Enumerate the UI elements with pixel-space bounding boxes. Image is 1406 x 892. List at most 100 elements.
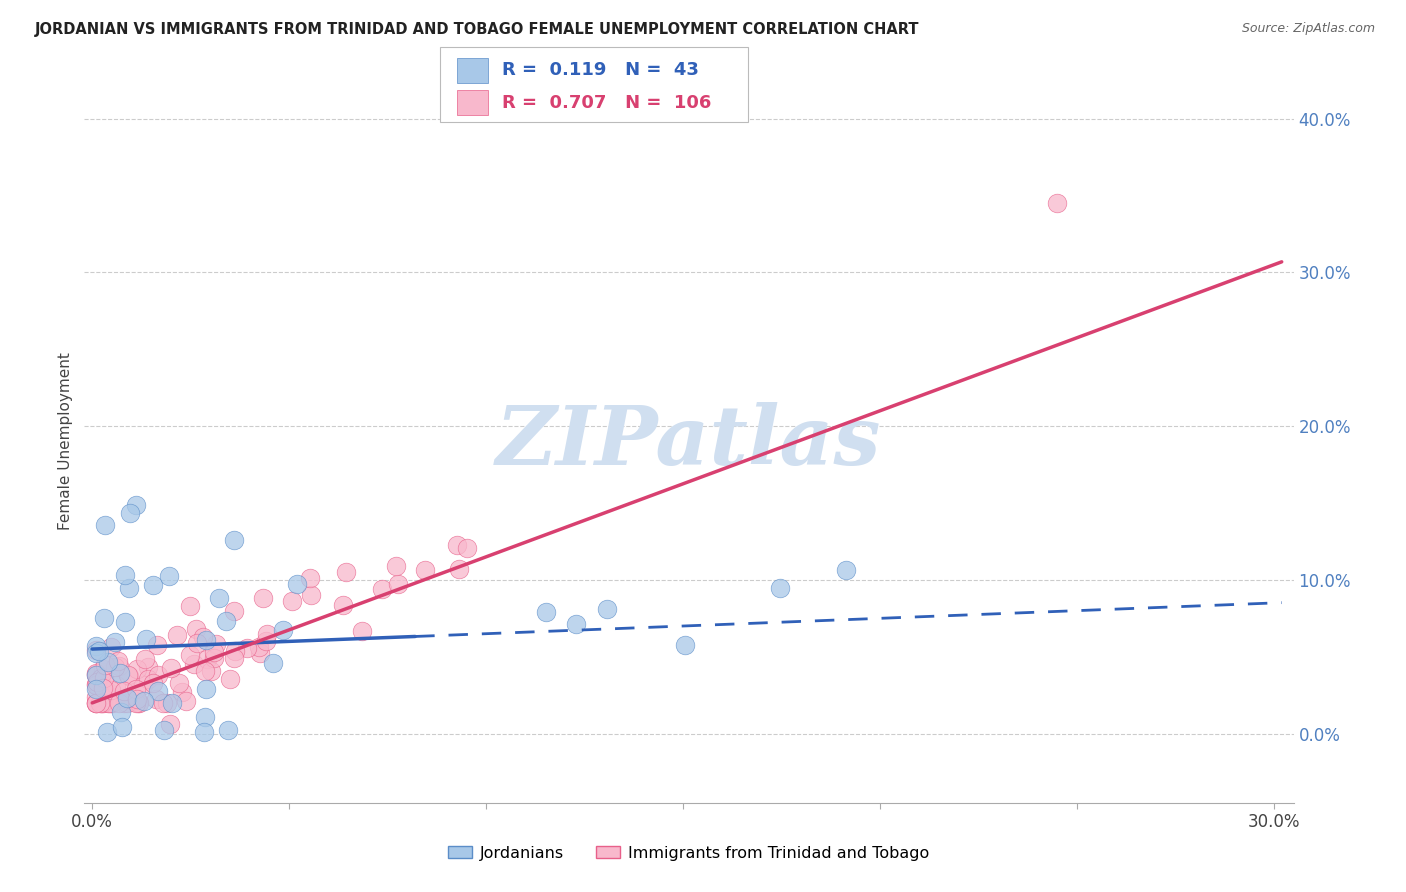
Point (186, 636, 208, 650)
Point (118, 669, 141, 683)
Point (157, 568, 180, 582)
Point (117, 690, 139, 705)
Point (114, 696, 136, 710)
Point (387, 577, 409, 591)
Point (93, 671, 115, 685)
Point (186, 623, 208, 637)
Point (128, 696, 150, 710)
Legend: Jordanians, Immigrants from Trinidad and Tobago: Jordanians, Immigrants from Trinidad and… (441, 839, 936, 867)
Point (84, 696, 107, 710)
Point (89, 696, 111, 710)
Point (84, 668, 107, 682)
Point (100, 683, 122, 698)
Point (214, 614, 236, 628)
Point (84, 682, 107, 697)
Point (298, 571, 321, 585)
Point (107, 696, 129, 710)
Point (271, 623, 294, 637)
Text: ZIPatlas: ZIPatlas (496, 401, 882, 482)
Point (84, 667, 107, 681)
Point (111, 720, 134, 734)
Point (456, 541, 478, 555)
Point (91, 662, 114, 676)
Point (534, 605, 557, 619)
Point (148, 668, 170, 682)
Point (84, 696, 107, 710)
Point (91, 681, 114, 695)
Point (159, 716, 181, 731)
Point (90, 696, 112, 710)
Point (565, 617, 588, 632)
Point (179, 648, 201, 663)
Point (194, 633, 217, 648)
Point (104, 659, 127, 673)
Point (90, 671, 112, 685)
Point (200, 664, 222, 678)
Point (84, 642, 107, 657)
Point (254, 634, 277, 648)
Point (127, 662, 149, 676)
Point (179, 599, 201, 613)
Point (108, 665, 131, 680)
Point (172, 685, 194, 699)
Point (84, 667, 107, 681)
Point (160, 661, 183, 675)
Point (136, 672, 159, 686)
Point (97, 655, 120, 669)
Point (145, 692, 167, 706)
Point (84, 690, 107, 705)
Point (769, 581, 792, 595)
Point (115, 696, 138, 710)
Point (176, 694, 198, 708)
Point (125, 681, 148, 696)
Point (235, 640, 257, 655)
Point (446, 538, 468, 552)
Point (86, 675, 108, 690)
Point (193, 725, 215, 739)
Point (100, 640, 122, 654)
Point (117, 668, 139, 682)
Point (112, 684, 135, 698)
Point (169, 676, 191, 690)
Point (91, 665, 114, 679)
Point (84, 696, 107, 710)
Point (262, 656, 284, 670)
Point (93, 611, 115, 625)
Point (94, 687, 117, 701)
Point (84, 696, 107, 710)
Point (152, 696, 174, 710)
Point (249, 646, 271, 660)
Point (224, 643, 246, 657)
Point (105, 678, 128, 692)
Point (208, 591, 231, 605)
Point (94, 658, 117, 673)
Point (87, 643, 110, 657)
Point (84, 646, 107, 660)
Point (84, 678, 107, 692)
Point (194, 710, 217, 724)
Point (146, 638, 169, 652)
Point (217, 723, 239, 738)
Text: Source: ZipAtlas.com: Source: ZipAtlas.com (1241, 22, 1375, 36)
Point (413, 563, 436, 577)
Point (134, 693, 156, 707)
Point (134, 652, 156, 666)
Point (84, 666, 107, 681)
Point (100, 696, 122, 710)
Point (91, 681, 114, 695)
Point (84, 676, 107, 690)
Point (183, 657, 205, 672)
Text: R =  0.119   N =  43: R = 0.119 N = 43 (502, 62, 699, 79)
Point (384, 559, 406, 574)
Point (247, 640, 270, 654)
Point (252, 591, 274, 605)
Text: JORDANIAN VS IMMIGRANTS FROM TRINIDAD AND TOBAGO FEMALE UNEMPLOYMENT CORRELATION: JORDANIAN VS IMMIGRANTS FROM TRINIDAD AN… (35, 22, 920, 37)
Point (1046, 196, 1069, 211)
Point (114, 567, 136, 582)
Point (127, 691, 149, 706)
Point (97, 696, 120, 710)
Point (222, 651, 245, 665)
Point (91, 696, 114, 710)
Point (195, 652, 218, 666)
Point (127, 696, 149, 710)
